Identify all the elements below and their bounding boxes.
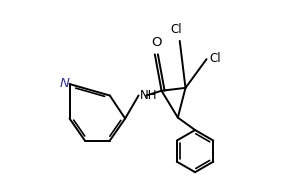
Text: NH: NH bbox=[140, 89, 158, 102]
Text: Cl: Cl bbox=[210, 52, 221, 65]
Text: Cl: Cl bbox=[170, 23, 182, 36]
Text: N: N bbox=[59, 77, 69, 90]
Text: O: O bbox=[152, 36, 162, 49]
